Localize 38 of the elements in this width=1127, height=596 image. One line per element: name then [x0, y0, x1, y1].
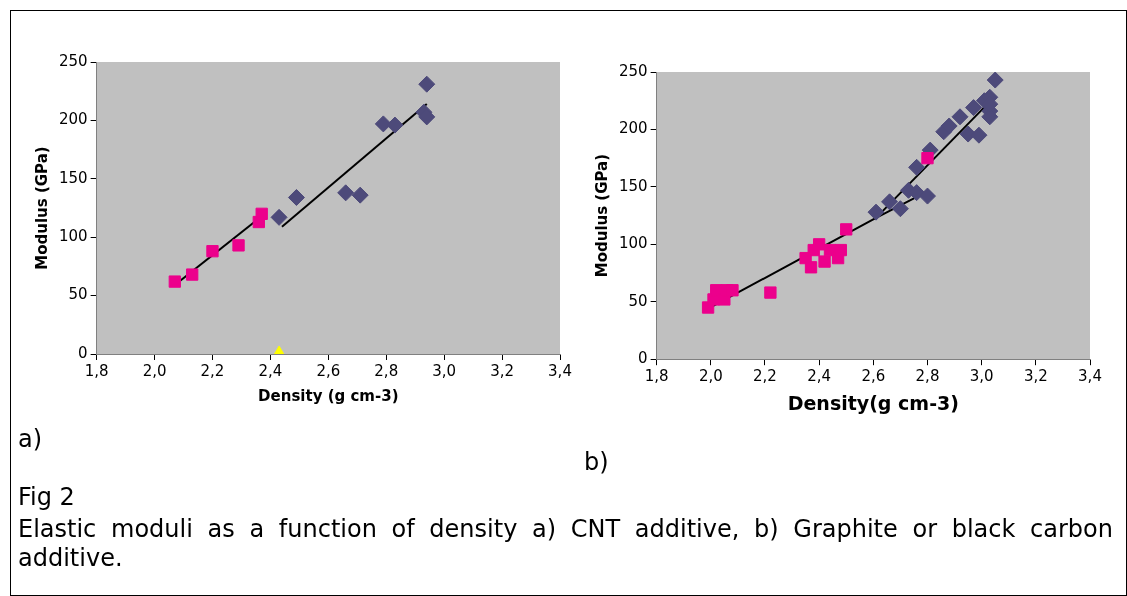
- y-tick-label: 250: [58, 51, 88, 70]
- x-tick-label: 3,2: [490, 361, 515, 380]
- y-tick-label: 200: [618, 119, 648, 138]
- y-tick-label: 100: [58, 227, 88, 246]
- y-tick-label: 0: [638, 349, 648, 368]
- x-tick-label: 2,4: [807, 367, 832, 386]
- y-tick-label: 50: [628, 291, 648, 310]
- x-tick-label: 3,4: [1078, 367, 1102, 386]
- x-tick-label: 2,0: [698, 367, 723, 386]
- x-tick-label: 1,8: [644, 367, 669, 386]
- y-tick-label: 150: [58, 168, 88, 187]
- text: a): [18, 425, 43, 453]
- x-axis-title: Density(g cm-3): [787, 391, 959, 414]
- x-axis-title: Density (g cm-3): [258, 386, 399, 405]
- x-tick-label: 2,0: [142, 361, 167, 380]
- x-tick-label: 2,6: [316, 361, 341, 380]
- x-tick-label: 3,0: [432, 361, 457, 380]
- x-tick-label: 3,0: [969, 367, 994, 386]
- y-tick-label: 250: [618, 61, 648, 80]
- y-tick-label: 50: [68, 285, 88, 304]
- y-tick-label: 200: [58, 110, 88, 129]
- x-tick-label: 1,8: [84, 361, 109, 380]
- x-tick-label: 3,4: [548, 361, 572, 380]
- x-tick-label: 3,2: [1023, 367, 1048, 386]
- x-tick-label: 2,8: [915, 367, 940, 386]
- y-tick-label: 0: [78, 343, 88, 362]
- x-tick-label: 2,4: [258, 361, 283, 380]
- y-axis-title: Modulus (GPa): [32, 146, 51, 270]
- y-tick-label: 150: [618, 176, 648, 195]
- text: b): [584, 448, 609, 476]
- x-tick-label: 2,6: [861, 367, 886, 386]
- x-tick-label: 2,8: [374, 361, 399, 380]
- x-tick-label: 2,2: [753, 367, 777, 386]
- y-tick-label: 100: [618, 234, 648, 253]
- x-tick-label: 2,2: [200, 361, 225, 380]
- caption: Fig 2: [18, 483, 75, 511]
- text: Elastic moduli as a function of density a) CNT additive, b) Graphite or black carbon additive.: [18, 515, 1113, 573]
- y-axis-title: Modulus (GPa): [592, 153, 611, 278]
